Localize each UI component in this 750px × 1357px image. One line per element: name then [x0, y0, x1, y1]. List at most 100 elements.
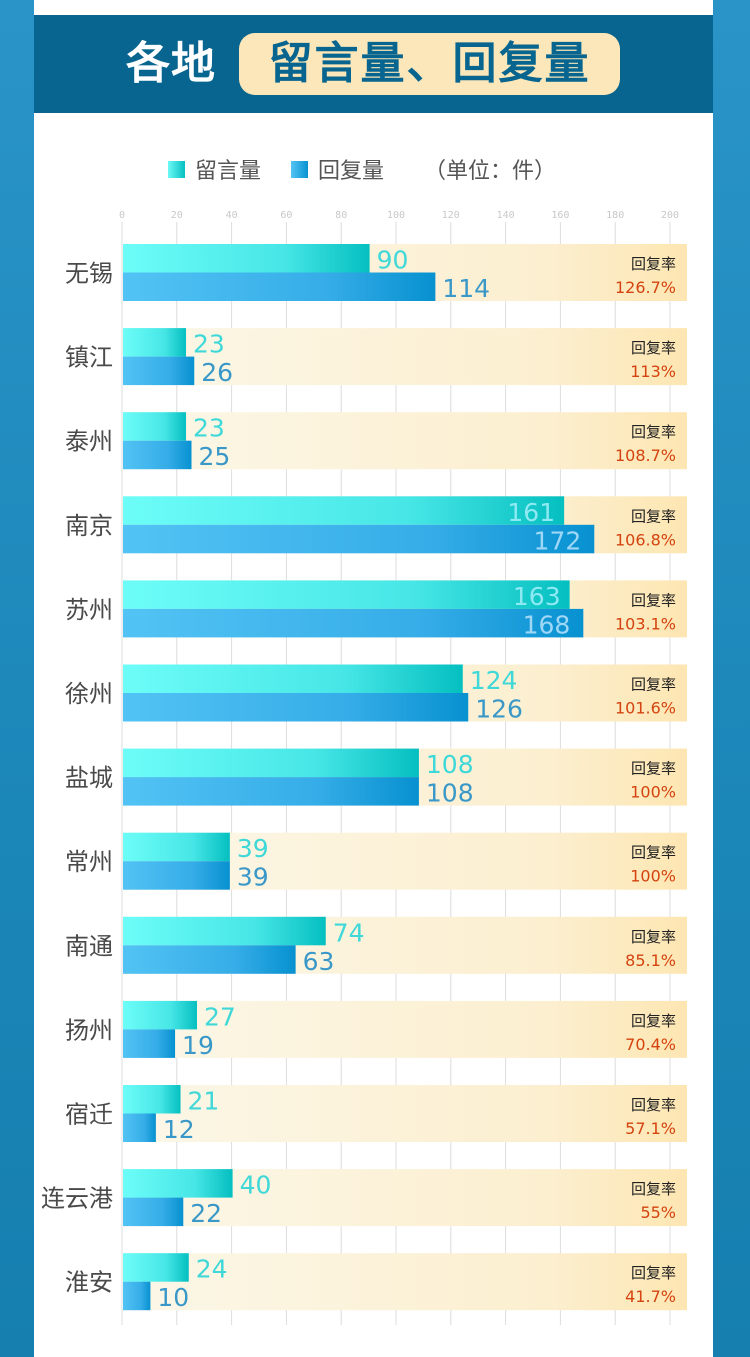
legend-swatch-replies [291, 160, 309, 178]
bar-replies [123, 608, 584, 638]
bar-messages [123, 1000, 197, 1030]
bar-messages [123, 1169, 233, 1198]
bar-chart: 0 20 40 60 80 100 120 140 160 180 200 无锡 90 114 回复率 12… [41, 210, 687, 1325]
reply-rate-label: 回复率 [631, 844, 676, 862]
value-label-replies: 126 [475, 695, 523, 724]
bar-replies [123, 1281, 151, 1311]
category-label: 徐州 [65, 680, 113, 708]
value-label-messages: 23 [193, 330, 225, 359]
x-tick-label: 120 [442, 210, 460, 221]
reply-rate-value: 55% [640, 1203, 676, 1222]
value-label-replies: 10 [157, 1283, 189, 1312]
reply-rate-value: 126.7% [615, 278, 676, 297]
row-band [123, 1000, 687, 1058]
x-tick-label: 200 [661, 210, 679, 221]
reply-rate-label: 回复率 [631, 676, 676, 694]
reply-rate-value: 100% [630, 867, 676, 886]
reply-rate-label: 回复率 [631, 928, 676, 946]
reply-rate-value: 101.6% [615, 699, 676, 718]
x-tick-label: 80 [335, 210, 347, 221]
x-tick-label: 40 [226, 210, 238, 221]
reply-rate-value: 85.1% [625, 951, 676, 970]
value-label-replies: 19 [182, 1031, 214, 1060]
category-label: 泰州 [65, 428, 113, 456]
x-tick-label: 20 [171, 210, 183, 221]
reply-rate-value: 113% [630, 362, 676, 381]
legend-label-replies: 回复量 [318, 159, 385, 184]
x-tick-label: 160 [551, 210, 569, 221]
bar-messages [123, 244, 370, 273]
reply-rate-label: 回复率 [631, 1012, 676, 1030]
reply-rate-label: 回复率 [631, 1180, 676, 1198]
bar-replies [123, 945, 296, 974]
reply-rate-label: 回复率 [631, 760, 676, 778]
bar-replies [123, 356, 195, 386]
reply-rate-value: 57.1% [625, 1119, 676, 1138]
bar-replies [123, 524, 595, 554]
legend-label-messages: 留言量 [195, 159, 262, 184]
reply-rate-value: 108.7% [615, 446, 676, 465]
category-label: 连云港 [41, 1185, 113, 1213]
legend-item-messages: 留言量 [168, 153, 261, 185]
x-tick-label: 0 [119, 210, 125, 221]
reply-rate-label: 回复率 [631, 339, 676, 357]
legend-swatch-messages [168, 160, 185, 178]
reply-rate-label: 回复率 [631, 1096, 676, 1114]
bar-layer [123, 244, 595, 1311]
value-label-replies: 172 [534, 526, 582, 555]
value-label-messages: 27 [204, 1002, 236, 1031]
bar-messages [123, 1085, 181, 1114]
legend-item-replies: 回复量 [291, 153, 384, 185]
bar-messages [123, 664, 463, 693]
value-label-replies: 22 [190, 1199, 222, 1228]
category-label: 常州 [65, 848, 113, 876]
category-label: 南通 [65, 932, 113, 960]
value-label-replies: 108 [426, 779, 474, 808]
bar-messages [123, 832, 230, 862]
category-label: 扬州 [65, 1016, 113, 1044]
category-label: 镇江 [65, 344, 113, 372]
value-label-replies: 114 [442, 274, 490, 303]
x-tick-label: 60 [280, 210, 292, 221]
bar-messages [123, 1253, 189, 1282]
bar-messages [123, 748, 419, 778]
bar-messages [123, 916, 326, 946]
row-band [123, 412, 687, 470]
x-tick-label: 140 [497, 210, 515, 221]
value-label-replies: 168 [523, 610, 571, 639]
bar-replies [123, 440, 192, 470]
bar-messages [123, 496, 565, 525]
value-label-messages: 39 [237, 834, 269, 863]
reply-rate-label: 回复率 [631, 507, 676, 525]
bar-replies [123, 272, 436, 301]
value-label-messages: 108 [426, 750, 474, 779]
value-label-replies: 39 [237, 863, 269, 892]
value-label-replies: 26 [201, 358, 233, 387]
value-label-messages: 161 [507, 498, 555, 527]
bar-replies [123, 861, 230, 890]
bar-replies [123, 1029, 176, 1058]
category-label: 盐城 [65, 764, 113, 792]
value-label-messages: 74 [333, 918, 365, 947]
value-label-messages: 40 [240, 1171, 272, 1200]
reply-rate-label: 回复率 [631, 423, 676, 441]
chart-legend: 留言量 回复量 （单位：件） [168, 154, 556, 184]
bar-replies [123, 777, 419, 806]
reply-rate-value: 41.7% [625, 1287, 676, 1306]
bar-replies [123, 693, 469, 722]
x-tick-label: 100 [387, 210, 405, 221]
reply-rate-value: 106.8% [615, 530, 676, 549]
bar-replies [123, 1197, 184, 1227]
value-label-messages: 24 [196, 1255, 228, 1284]
category-label: 宿迁 [65, 1101, 113, 1129]
category-label: 淮安 [65, 1269, 113, 1297]
category-label: 无锡 [65, 260, 113, 288]
value-label-messages: 90 [377, 246, 409, 275]
bar-messages [123, 328, 187, 357]
reply-rate-label: 回复率 [631, 1264, 676, 1282]
value-label-replies: 63 [303, 947, 335, 976]
value-label-replies: 25 [199, 442, 231, 471]
bar-messages [123, 412, 187, 441]
reply-rate-label: 回复率 [631, 255, 676, 273]
